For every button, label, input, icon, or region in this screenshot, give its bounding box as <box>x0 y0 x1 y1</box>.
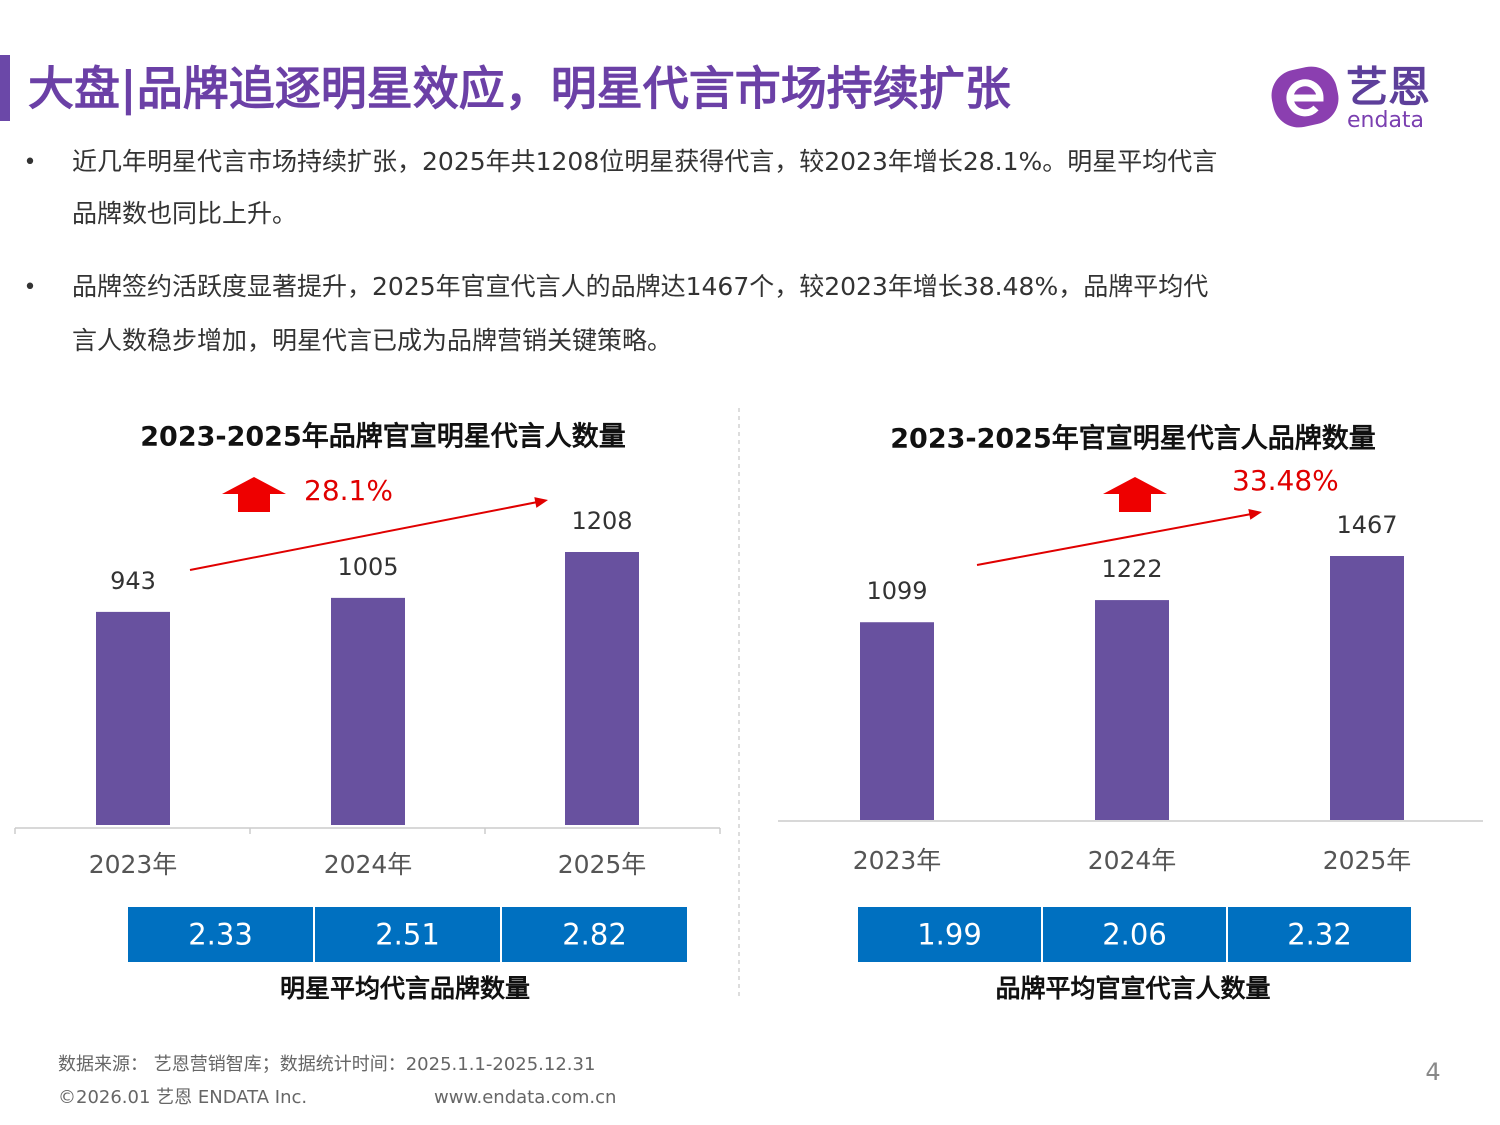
value-label: 1222 <box>1101 555 1162 583</box>
growth-annotation: 28.1% <box>304 474 393 507</box>
bullet-text: 言人数稳步增加，明星代言已成为品牌营销关键策略。 <box>72 326 672 355</box>
chart-title: 2023-2025年官宣明星代言人品牌数量 <box>890 423 1376 455</box>
table-cell <box>1226 905 1413 964</box>
trend-arrow <box>189 500 541 571</box>
up-arrow <box>1103 477 1167 512</box>
bullet-text: 品牌签约活跃度显著提升，2025年官宣代言人的品牌达1467个，较2023年增长… <box>72 272 1208 301</box>
growth-annotation: 33.48% <box>1232 464 1339 497</box>
value-label: 1208 <box>571 507 632 535</box>
logo: 艺恩 endata <box>1271 63 1430 133</box>
x-tick-label: 2024年 <box>324 850 413 879</box>
bullet-dot: • <box>24 275 37 300</box>
table-cell <box>313 905 502 964</box>
source: 数据来源： 艺恩营销智库；数据统计时间：2025.1.1-2025.12.31 <box>58 1054 595 1075</box>
title-accent <box>0 55 10 121</box>
value-label: 1099 <box>866 577 927 605</box>
logo-glyph <box>1286 79 1324 117</box>
value-label: 1467 <box>1336 511 1397 539</box>
table-title: 明星平均代言品牌数量 <box>280 974 530 1003</box>
table-value: 2.06 <box>1102 918 1167 952</box>
logo-sub: endata <box>1347 108 1424 133</box>
table-value: 2.33 <box>188 918 253 952</box>
up-arrow <box>222 477 286 512</box>
table-value: 2.32 <box>1287 918 1352 952</box>
slide-title: 大盘|品牌追逐明星效应，明星代言市场持续扩张 <box>28 62 1011 117</box>
bullet-text: 品牌数也同比上升。 <box>72 199 297 228</box>
table-value: 2.51 <box>375 918 440 952</box>
x-tick-label: 2023年 <box>853 846 942 875</box>
bar <box>860 622 934 820</box>
x-tick-label: 2025年 <box>1323 846 1412 875</box>
bar <box>565 552 639 825</box>
bullet-text: 近几年明星代言市场持续扩张，2025年共1208位明星获得代言，较2023年增长… <box>72 147 1217 176</box>
table-cell <box>500 905 689 964</box>
value-label: 1005 <box>337 553 398 581</box>
copyright: ©2026.01 艺恩 ENDATA Inc. <box>58 1087 307 1108</box>
bullet-dot: • <box>24 150 37 175</box>
trend-arrow-head <box>1248 508 1262 520</box>
bar <box>331 597 405 825</box>
table-cell <box>856 905 1043 964</box>
table-cell <box>126 905 315 964</box>
x-tick-label: 2024年 <box>1088 846 1177 875</box>
table-value: 2.82 <box>562 918 627 952</box>
value-label: 943 <box>110 567 156 595</box>
x-tick-label: 2023年 <box>89 850 178 879</box>
table-cell <box>1041 905 1228 964</box>
bar <box>1095 600 1169 820</box>
chart-title: 2023-2025年品牌官宣明星代言人数量 <box>140 421 626 453</box>
bar <box>96 611 170 825</box>
trend-arrow <box>976 512 1255 566</box>
table-value: 1.99 <box>917 918 982 952</box>
bar <box>1330 556 1404 820</box>
trend-arrow-head <box>534 497 548 508</box>
table-title: 品牌平均官宣代言人数量 <box>995 974 1270 1003</box>
page-number: 4 <box>1425 1058 1440 1086</box>
logo-text: 艺恩 <box>1346 63 1430 112</box>
website: www.endata.com.cn <box>434 1087 616 1108</box>
x-tick-label: 2025年 <box>558 850 647 879</box>
